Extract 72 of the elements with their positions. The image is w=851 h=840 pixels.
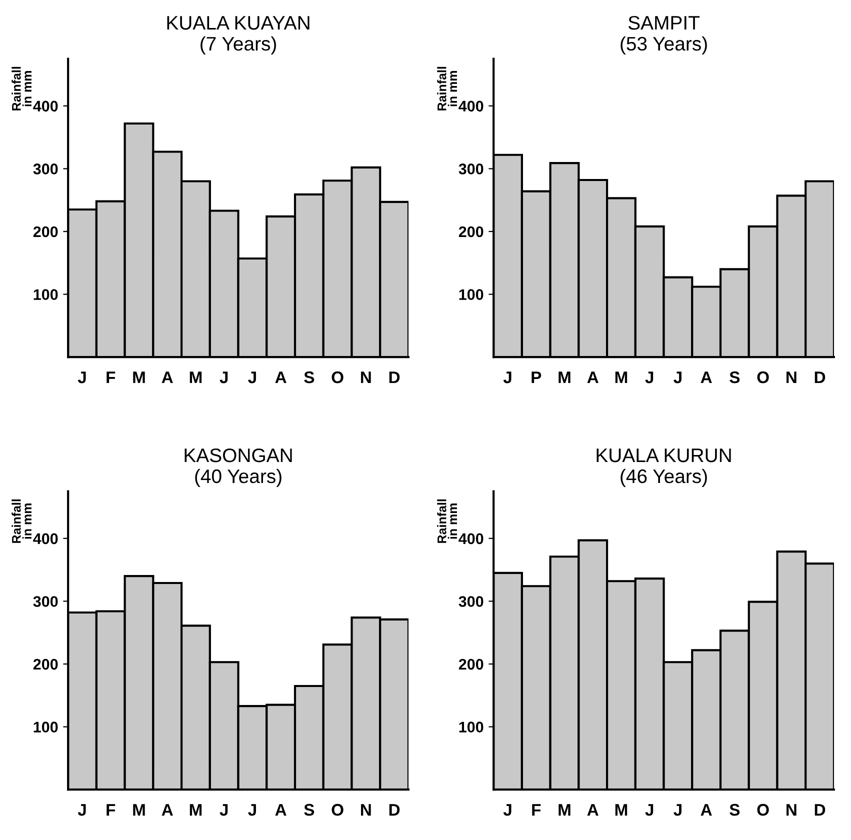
x-tick-label: M [190, 372, 202, 384]
chart-title: KUALA KURUN (46 Years) [596, 448, 731, 488]
y-tick-label: 400 [458, 533, 484, 544]
x-tick-label: M [615, 804, 628, 816]
x-tick-label: J [220, 372, 228, 384]
x-tick-label: M [615, 372, 628, 384]
x-tick-label: J [503, 372, 512, 384]
x-tick-label: F [106, 372, 116, 384]
y-tick-label: 400 [458, 100, 484, 112]
y-axis-title: Rainfall in mm [437, 499, 457, 543]
x-tick-label: A [587, 804, 598, 816]
y-tick-label: 300 [33, 596, 58, 607]
x-tick-label: N [786, 372, 796, 384]
x-tick-label: J [645, 372, 654, 384]
y-tick-label: 200 [458, 226, 484, 238]
x-tick-label: A [700, 372, 712, 384]
x-tick-label: A [162, 804, 173, 816]
x-tick-label: J [645, 804, 654, 816]
y-tick-label: 100 [459, 722, 484, 732]
x-tick-label: A [162, 372, 173, 384]
x-tick-label: A [275, 372, 286, 384]
x-tick-label: F [106, 804, 116, 816]
x-tick-label: A [700, 804, 712, 816]
x-tick-label: J [503, 804, 512, 816]
x-tick-label: M [558, 804, 570, 816]
x-tick-label: N [786, 804, 796, 816]
x-tick-label: O [332, 804, 344, 816]
y-tick-label: 100 [34, 722, 58, 732]
y-tick-label: 100 [459, 289, 484, 300]
y-tick-label: 200 [458, 658, 484, 670]
y-tick-label: 200 [33, 658, 58, 670]
x-tick-label: O [332, 371, 344, 384]
x-tick-label: D [389, 372, 400, 384]
x-tick-label: A [275, 804, 286, 816]
chart-title: KASONGAN (40 Years) [184, 448, 292, 488]
x-tick-label: O [757, 371, 769, 384]
y-tick-label: 300 [458, 164, 484, 174]
x-tick-label: N [361, 804, 371, 816]
x-tick-label: P [532, 372, 542, 384]
x-tick-label: J [674, 372, 682, 384]
x-tick-label: S [730, 804, 740, 816]
x-tick-label: S [304, 804, 314, 816]
y-tick-label: 400 [33, 100, 58, 112]
y-tick-label: 300 [33, 164, 58, 174]
y-axis-title: Rainfall in mm [437, 66, 457, 110]
x-tick-label: A [587, 372, 598, 384]
x-tick-label: J [78, 804, 86, 816]
y-tick-label: 400 [33, 533, 58, 544]
x-tick-label: D [814, 372, 826, 384]
x-tick-label: J [674, 804, 682, 816]
y-tick-label: 200 [33, 226, 58, 238]
x-tick-label: M [133, 804, 145, 816]
x-tick-label: S [730, 371, 740, 384]
x-tick-label: J [220, 804, 228, 816]
x-tick-label: J [248, 372, 256, 384]
x-tick-label: J [78, 372, 86, 384]
chart-title: KUALA KUAYAN (7 Years) [167, 16, 310, 54]
x-tick-label: F [532, 804, 541, 816]
x-tick-label: M [190, 804, 202, 816]
x-tick-label: S [304, 371, 314, 384]
x-tick-label: O [757, 804, 769, 816]
x-tick-label: M [133, 372, 145, 384]
y-tick-label: 100 [34, 289, 58, 300]
y-tick-label: 300 [458, 596, 484, 607]
x-tick-label: D [389, 804, 400, 816]
y-axis-title: Rainfall in mm [12, 66, 32, 110]
y-axis-title: Rainfall in mm [12, 499, 32, 543]
chart-title: SAMPIT (53 Years) [620, 16, 707, 54]
x-tick-label: J [248, 804, 256, 816]
x-tick-label: M [558, 372, 570, 384]
x-tick-label: N [361, 372, 371, 384]
x-tick-label: D [814, 804, 826, 816]
